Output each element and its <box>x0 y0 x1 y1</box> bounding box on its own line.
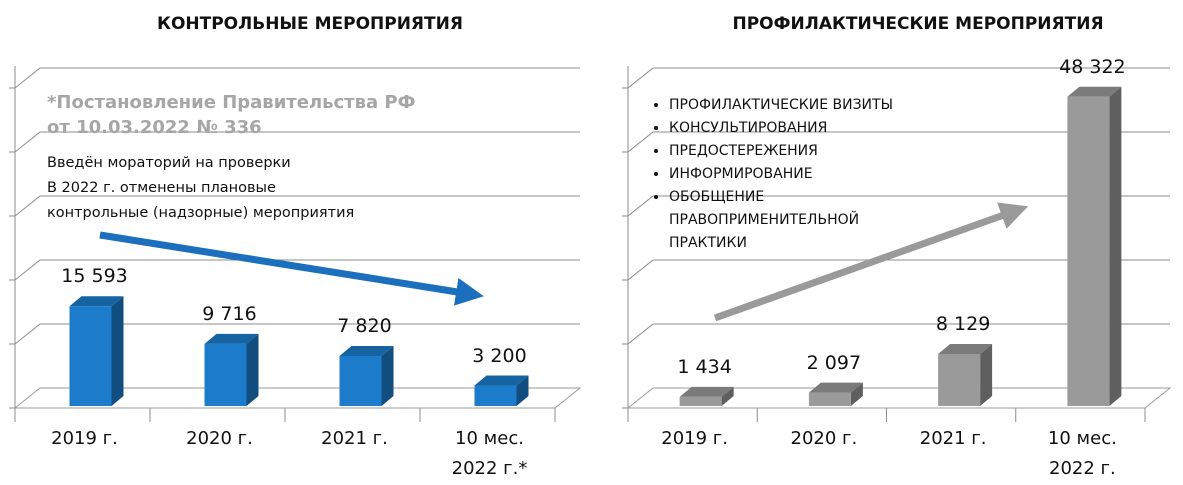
grid-line <box>14 259 580 281</box>
x-tick-label: 10 мес. 2022 г. <box>1047 428 1117 479</box>
grid-line <box>627 259 1170 281</box>
bar-side <box>111 296 124 406</box>
bar-top <box>204 333 259 344</box>
bar-top <box>474 375 529 386</box>
value-label: 3 200 <box>472 344 527 367</box>
x-tick-label: 2019 г. <box>661 428 728 449</box>
bullet: ИНФОРМИРОВАНИЕ <box>669 163 893 186</box>
value-label: 48 322 <box>1059 55 1126 78</box>
bar-side <box>850 382 863 406</box>
bar-side <box>721 386 734 406</box>
trend-arrow <box>713 202 1029 322</box>
bullet-list: ПРОФИЛАКТИЧЕСКИЕ ВИЗИТЫ КОНСУЛЬТИРОВАНИЯ… <box>655 94 893 255</box>
bar-side <box>381 345 394 406</box>
bar <box>474 385 517 406</box>
chart-title: ПРОФИЛАКТИЧЕСКИЕ МЕРОПРИЯТИЯ <box>732 14 1104 34</box>
floor <box>13 387 582 409</box>
grid-line <box>627 195 1170 217</box>
value-label: 1 434 <box>677 355 732 378</box>
chart-control <box>9 66 582 422</box>
value-label: 9 716 <box>202 302 257 325</box>
bar-top <box>679 386 734 397</box>
grid-line <box>14 67 580 89</box>
bar <box>1067 96 1110 406</box>
bar-top <box>339 345 394 356</box>
bar <box>69 306 112 406</box>
trend-arrow <box>99 231 484 306</box>
bar <box>808 392 851 406</box>
bar-top <box>1067 86 1122 97</box>
annotation-heading: от 10.03.2022 № 336 <box>47 117 262 138</box>
annotation-line: контрольные (надзорные) мероприятия <box>47 205 355 221</box>
value-label: 7 820 <box>337 314 392 337</box>
annotation-line: Введён мораторий на проверки <box>47 155 291 171</box>
bar-top <box>69 296 124 307</box>
x-tick-label: 2021 г. <box>321 428 388 449</box>
x-tick-label: 2021 г. <box>919 428 987 449</box>
bar <box>339 355 382 406</box>
grid-line <box>627 131 1170 153</box>
bar-side <box>1109 86 1122 406</box>
bar-side <box>516 375 529 406</box>
grid-line <box>14 195 580 217</box>
bar-top <box>808 382 863 393</box>
x-tick-label: 10 мес. 2022 г.* <box>451 428 528 479</box>
bar-side <box>980 343 993 406</box>
bullet: ПРЕДОСТЕРЕЖЕНИЯ <box>669 140 893 163</box>
grid-line <box>14 323 580 345</box>
chart-title: КОНТРОЛЬНЫЕ МЕРОПРИЯТИЯ <box>157 14 463 34</box>
bullet: КОНСУЛЬТИРОВАНИЯ <box>669 117 893 140</box>
grid-line <box>627 323 1170 345</box>
x-tick-label: 2020 г. <box>186 428 253 449</box>
bar-side <box>246 333 259 406</box>
annotation-line: В 2022 г. отменены плановые <box>47 180 276 196</box>
value-label: 8 129 <box>935 312 991 335</box>
grid-line <box>14 131 580 153</box>
grid-line <box>627 67 1170 89</box>
bar <box>938 353 981 406</box>
x-tick-label: 2019 г. <box>51 428 118 449</box>
annotation-heading: *Постановление Правительства РФ <box>47 92 416 113</box>
chart-prevention <box>622 66 1172 422</box>
x-tick-label: 2020 г. <box>790 428 858 449</box>
bullet: ПРОФИЛАКТИЧЕСКИЕ ВИЗИТЫ <box>669 94 893 117</box>
bar <box>679 396 722 406</box>
bullet: ОБОБЩЕНИЕ ПРАВОПРИМЕНИТЕЛЬНОЙ ПРАКТИКИ <box>669 186 859 255</box>
bar-top <box>938 343 993 354</box>
floor <box>626 387 1172 409</box>
bar <box>204 343 247 406</box>
value-label: 15 593 <box>61 265 128 288</box>
value-label: 2 097 <box>806 351 862 374</box>
